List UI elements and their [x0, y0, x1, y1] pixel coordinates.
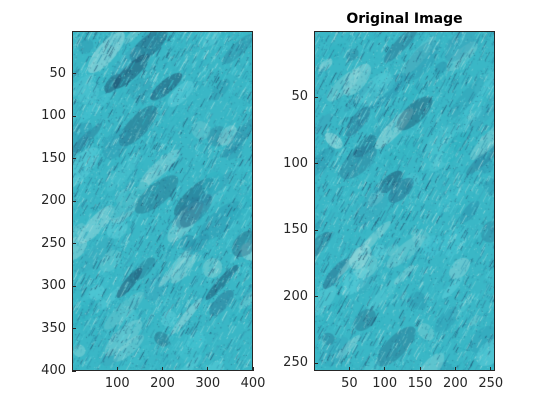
right-axes-x-tick: [348, 367, 350, 371]
right-axes-y-tick: [314, 163, 318, 165]
left-axes-x-tick-label: 200: [150, 376, 175, 391]
left-axes-x-tick-label: 400: [240, 376, 266, 391]
left-axes-y-tick: [72, 328, 76, 329]
right-axes-y-tick: [314, 96, 318, 98]
right-axes-y-tick-label: 200: [283, 288, 308, 304]
right-axes-x-tick-label: 150: [407, 376, 433, 391]
right-axes-y-tick: [314, 229, 318, 231]
right-axes-y-tick-label: 150: [283, 222, 308, 238]
left-axes-x-tick: [207, 367, 209, 371]
right-axes-x-tick: [419, 367, 421, 371]
right-axes-x-tick-label: 250: [478, 376, 504, 391]
right-axes-x-tick: [454, 367, 456, 371]
right-axes-y-tick: [314, 362, 318, 364]
left-axes-x-tick: [162, 367, 163, 371]
right-axes-x-tick-label: 100: [372, 376, 398, 391]
right-axes-x-tick-label: 50: [341, 376, 358, 391]
left-axes-y-tick-label: 150: [41, 150, 66, 166]
left-texture-image: [72, 31, 253, 371]
left-axes-y-tick-label: 200: [41, 193, 66, 208]
left-axes-y-tick: [72, 158, 76, 159]
right-axes-y-tick-label: 50: [291, 89, 308, 105]
right-image-axes[interactable]: [314, 31, 495, 371]
left-axes-y-tick-label: 350: [41, 320, 66, 336]
left-axes-y-tick-label: 300: [41, 278, 66, 293]
left-axes-y-tick: [72, 73, 76, 74]
right-axes-x-tick-label: 200: [442, 376, 468, 391]
left-axes-y-tick: [72, 243, 76, 244]
left-axes-y-tick: [72, 200, 76, 202]
left-axes-y-tick-label: 250: [41, 235, 66, 251]
left-image-axes[interactable]: [72, 31, 253, 371]
right-axes-y-tick: [314, 296, 318, 298]
right-axes-x-tick: [384, 367, 386, 371]
left-axes-y-tick: [72, 370, 76, 372]
left-axes-y-tick-label: 50: [49, 65, 66, 81]
right-axes-x-tick: [490, 367, 492, 371]
left-axes-y-tick-label: 100: [41, 108, 66, 123]
right-texture-image: [314, 31, 495, 371]
left-axes-x-tick: [116, 367, 118, 371]
left-axes-x-tick-label: 300: [195, 376, 221, 391]
right-axes-title: Original Image: [346, 11, 463, 27]
right-axes-y-tick-label: 100: [283, 155, 308, 171]
left-axes-y-tick-label: 400: [41, 363, 66, 378]
right-axes-y-tick-label: 250: [283, 355, 308, 371]
left-axes-x-tick-label: 100: [104, 376, 130, 391]
left-axes-x-tick: [252, 367, 254, 371]
left-axes-y-tick: [72, 115, 76, 117]
left-axes-y-tick: [72, 285, 76, 287]
